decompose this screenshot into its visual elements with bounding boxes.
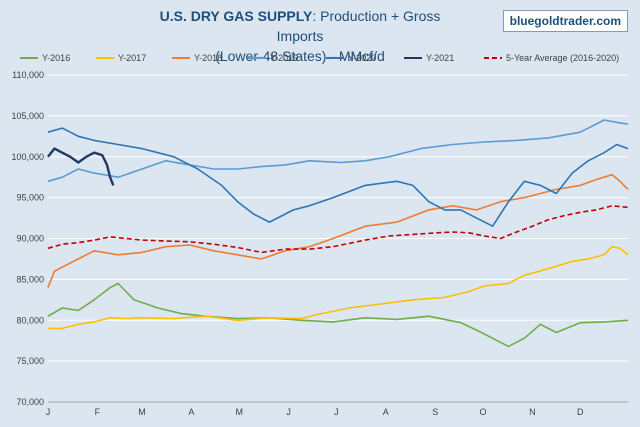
x-tick-label: J	[334, 407, 339, 417]
x-tick-label: A	[383, 407, 389, 417]
y-tick-label: 75,000	[16, 356, 44, 366]
series-line	[48, 245, 629, 330]
series-line	[47, 147, 115, 186]
series-line	[47, 205, 629, 254]
y-tick-label: 110,000	[12, 70, 44, 80]
series-line	[47, 282, 629, 348]
y-tick-label: 100,000	[11, 152, 44, 162]
subtitle: (Lower-48 States) - MMcf/d	[215, 48, 385, 64]
legend-label: Y-2020	[348, 53, 376, 63]
x-tick-label: J	[46, 407, 51, 417]
series-line	[47, 119, 629, 183]
legend-label: 5-Year Average (2016-2020)	[506, 53, 619, 63]
y-tick-label: 80,000	[16, 315, 44, 325]
series-line	[47, 127, 629, 227]
legend-label: Y-2021	[426, 53, 454, 63]
legend-label: Y-2019	[270, 53, 298, 63]
y-tick-label: 90,000	[16, 234, 44, 244]
x-tick-label: S	[432, 407, 438, 417]
legend-label: Y-2017	[118, 53, 146, 63]
y-tick-label: 85,000	[16, 274, 44, 284]
x-tick-label: D	[577, 407, 584, 417]
title-rest: : Production + Gross Imports	[276, 8, 441, 44]
legend-label: Y-2018	[194, 53, 222, 63]
x-tick-label: F	[95, 407, 101, 417]
x-tick-label: O	[479, 407, 486, 417]
y-tick-label: 70,000	[16, 397, 44, 407]
title-bold: U.S. DRY GAS SUPPLY	[159, 8, 313, 24]
series-line	[47, 173, 629, 288]
x-tick-label: N	[529, 407, 536, 417]
x-tick-label: M	[138, 407, 146, 417]
x-tick-label: J	[286, 407, 291, 417]
chart-title: U.S. DRY GAS SUPPLY: Production + Gross …	[150, 6, 450, 66]
x-tick-label: A	[188, 407, 194, 417]
legend-label: Y-2016	[42, 53, 70, 63]
brand-badge: bluegoldtrader.com	[502, 10, 628, 32]
y-tick-label: 105,000	[11, 111, 44, 121]
x-tick-label: M	[235, 407, 243, 417]
y-tick-label: 95,000	[16, 193, 44, 203]
